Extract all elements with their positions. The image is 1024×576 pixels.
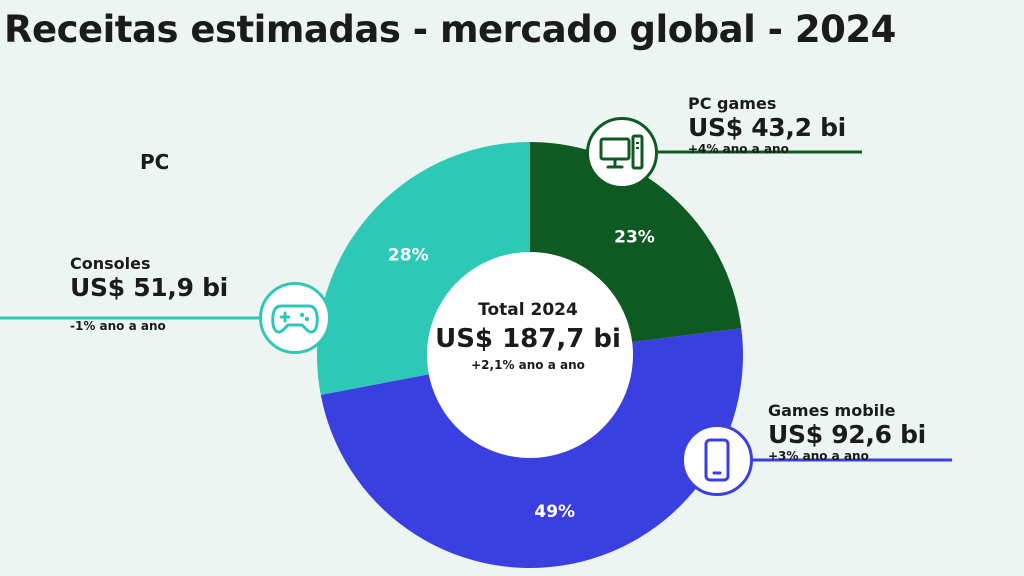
computer-icon xyxy=(586,117,658,189)
pc-marker-label: PC xyxy=(140,150,170,174)
pc-games-growth: +4% ano a ano xyxy=(688,142,789,156)
consoles-callout: Consoles US$ 51,9 bi -1% ano a ano xyxy=(70,254,228,333)
mobile-callout: Games mobile US$ 92,6 bi +3% ano a ano xyxy=(768,401,926,463)
percent-label-pc: 23% xyxy=(614,227,655,247)
consoles-value: US$ 51,9 bi xyxy=(70,273,228,302)
percent-label-consoles: 28% xyxy=(388,245,429,265)
pc-games-value: US$ 43,2 bi xyxy=(688,113,846,142)
pc-games-callout: PC games US$ 43,2 bi +4% ano a ano xyxy=(688,94,846,156)
donut-hole xyxy=(427,252,633,458)
consoles-growth: -1% ano a ano xyxy=(70,319,166,333)
mobile-growth: +3% ano a ano xyxy=(768,449,869,463)
smartphone-icon xyxy=(681,424,753,496)
mobile-value: US$ 92,6 bi xyxy=(768,420,926,449)
total-summary: Total 2024 US$ 187,7 bi +2,1% ano a ano xyxy=(420,300,636,372)
consoles-name: Consoles xyxy=(70,254,151,273)
gamepad-icon xyxy=(259,282,331,354)
total-title: Total 2024 xyxy=(478,300,578,320)
total-growth: +2,1% ano a ano xyxy=(471,358,585,372)
pc-games-name: PC games xyxy=(688,94,777,113)
percent-label-mobile: 49% xyxy=(534,502,575,522)
total-value: US$ 187,7 bi xyxy=(435,324,621,354)
chart-title: Receitas estimadas - mercado global - 20… xyxy=(4,8,896,51)
mobile-name: Games mobile xyxy=(768,401,896,420)
